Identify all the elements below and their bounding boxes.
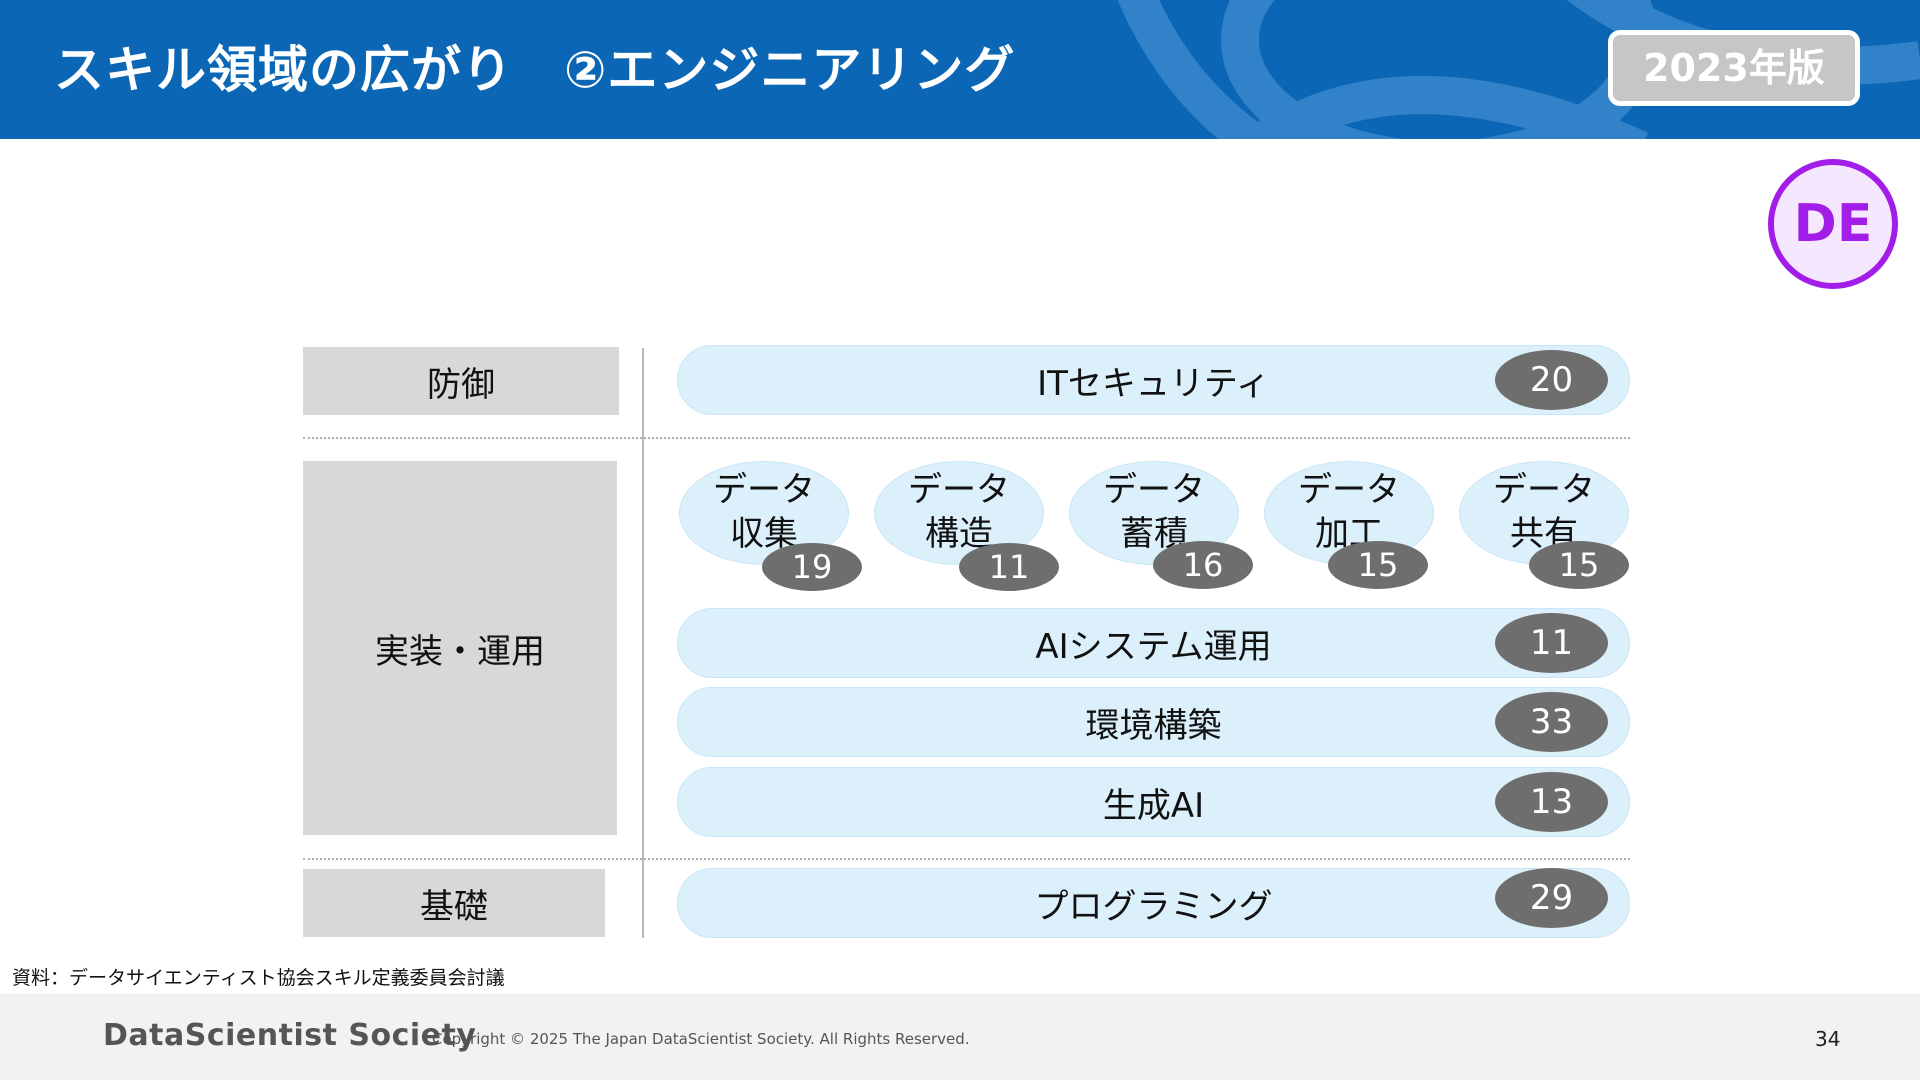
category-implementation: 実装・運用 — [303, 461, 617, 835]
skill-count-badge: 33 — [1495, 692, 1608, 752]
vertical-divider — [642, 348, 644, 938]
skill-count-badge: 19 — [762, 543, 862, 591]
page-title: スキル領域の広がり ②エンジニアリング — [54, 41, 1016, 99]
skill-label: 生成AI — [1102, 785, 1205, 826]
section-divider-bottom — [303, 858, 1630, 860]
section-divider-top — [303, 437, 1630, 439]
skill-bar-environment-setup: 環境構築 — [677, 687, 1630, 757]
skill-label: AIシステム運用 — [1035, 626, 1272, 667]
category-foundation: 基礎 — [303, 869, 605, 937]
skill-bar-ai-system-operation: AIシステム運用 — [677, 608, 1630, 678]
society-logo: DataScientist Society — [103, 1018, 477, 1053]
skill-label: ITセキュリティ — [1037, 363, 1270, 404]
skill-bar-it-security: ITセキュリティ — [677, 345, 1630, 415]
page-number: 34 — [1815, 1027, 1841, 1051]
footer — [0, 994, 1920, 1080]
skill-bar-generative-ai: 生成AI — [677, 767, 1630, 837]
source-note: 資料：データサイエンティスト協会スキル定義委員会討議 — [12, 967, 505, 989]
copyright-text: Copyright © 2025 The Japan DataScientist… — [432, 1030, 970, 1048]
skill-count-badge: 15 — [1529, 541, 1629, 589]
de-badge: DE — [1768, 159, 1898, 289]
skill-count-badge: 11 — [959, 543, 1059, 591]
category-implementation-label: 実装・運用 — [375, 631, 545, 672]
skill-circle-line1: データ — [908, 470, 1010, 510]
skill-circle-line1: データ — [1103, 470, 1205, 510]
skill-count-badge: 29 — [1495, 868, 1608, 928]
skill-count-badge: 16 — [1153, 541, 1253, 589]
skill-count-badge: 20 — [1495, 350, 1608, 410]
skill-count-badge: 15 — [1328, 541, 1428, 589]
skill-circle-line1: データ — [713, 470, 815, 510]
skill-count-badge: 13 — [1495, 772, 1608, 832]
skill-circle-line1: データ — [1298, 470, 1400, 510]
header-banner: スキル領域の広がり ②エンジニアリング 2023年版 — [0, 0, 1920, 139]
skill-circle-line1: データ — [1493, 470, 1595, 510]
skill-count-badge: 11 — [1495, 613, 1608, 673]
category-foundation-label: 基礎 — [420, 886, 488, 927]
skill-bar-programming: プログラミング — [677, 868, 1630, 938]
category-defense: 防御 — [303, 347, 619, 415]
skill-label: プログラミング — [1034, 886, 1273, 927]
skill-label: 環境構築 — [1085, 705, 1222, 746]
category-defense-label: 防御 — [427, 364, 495, 405]
version-badge: 2023年版 — [1608, 30, 1860, 106]
